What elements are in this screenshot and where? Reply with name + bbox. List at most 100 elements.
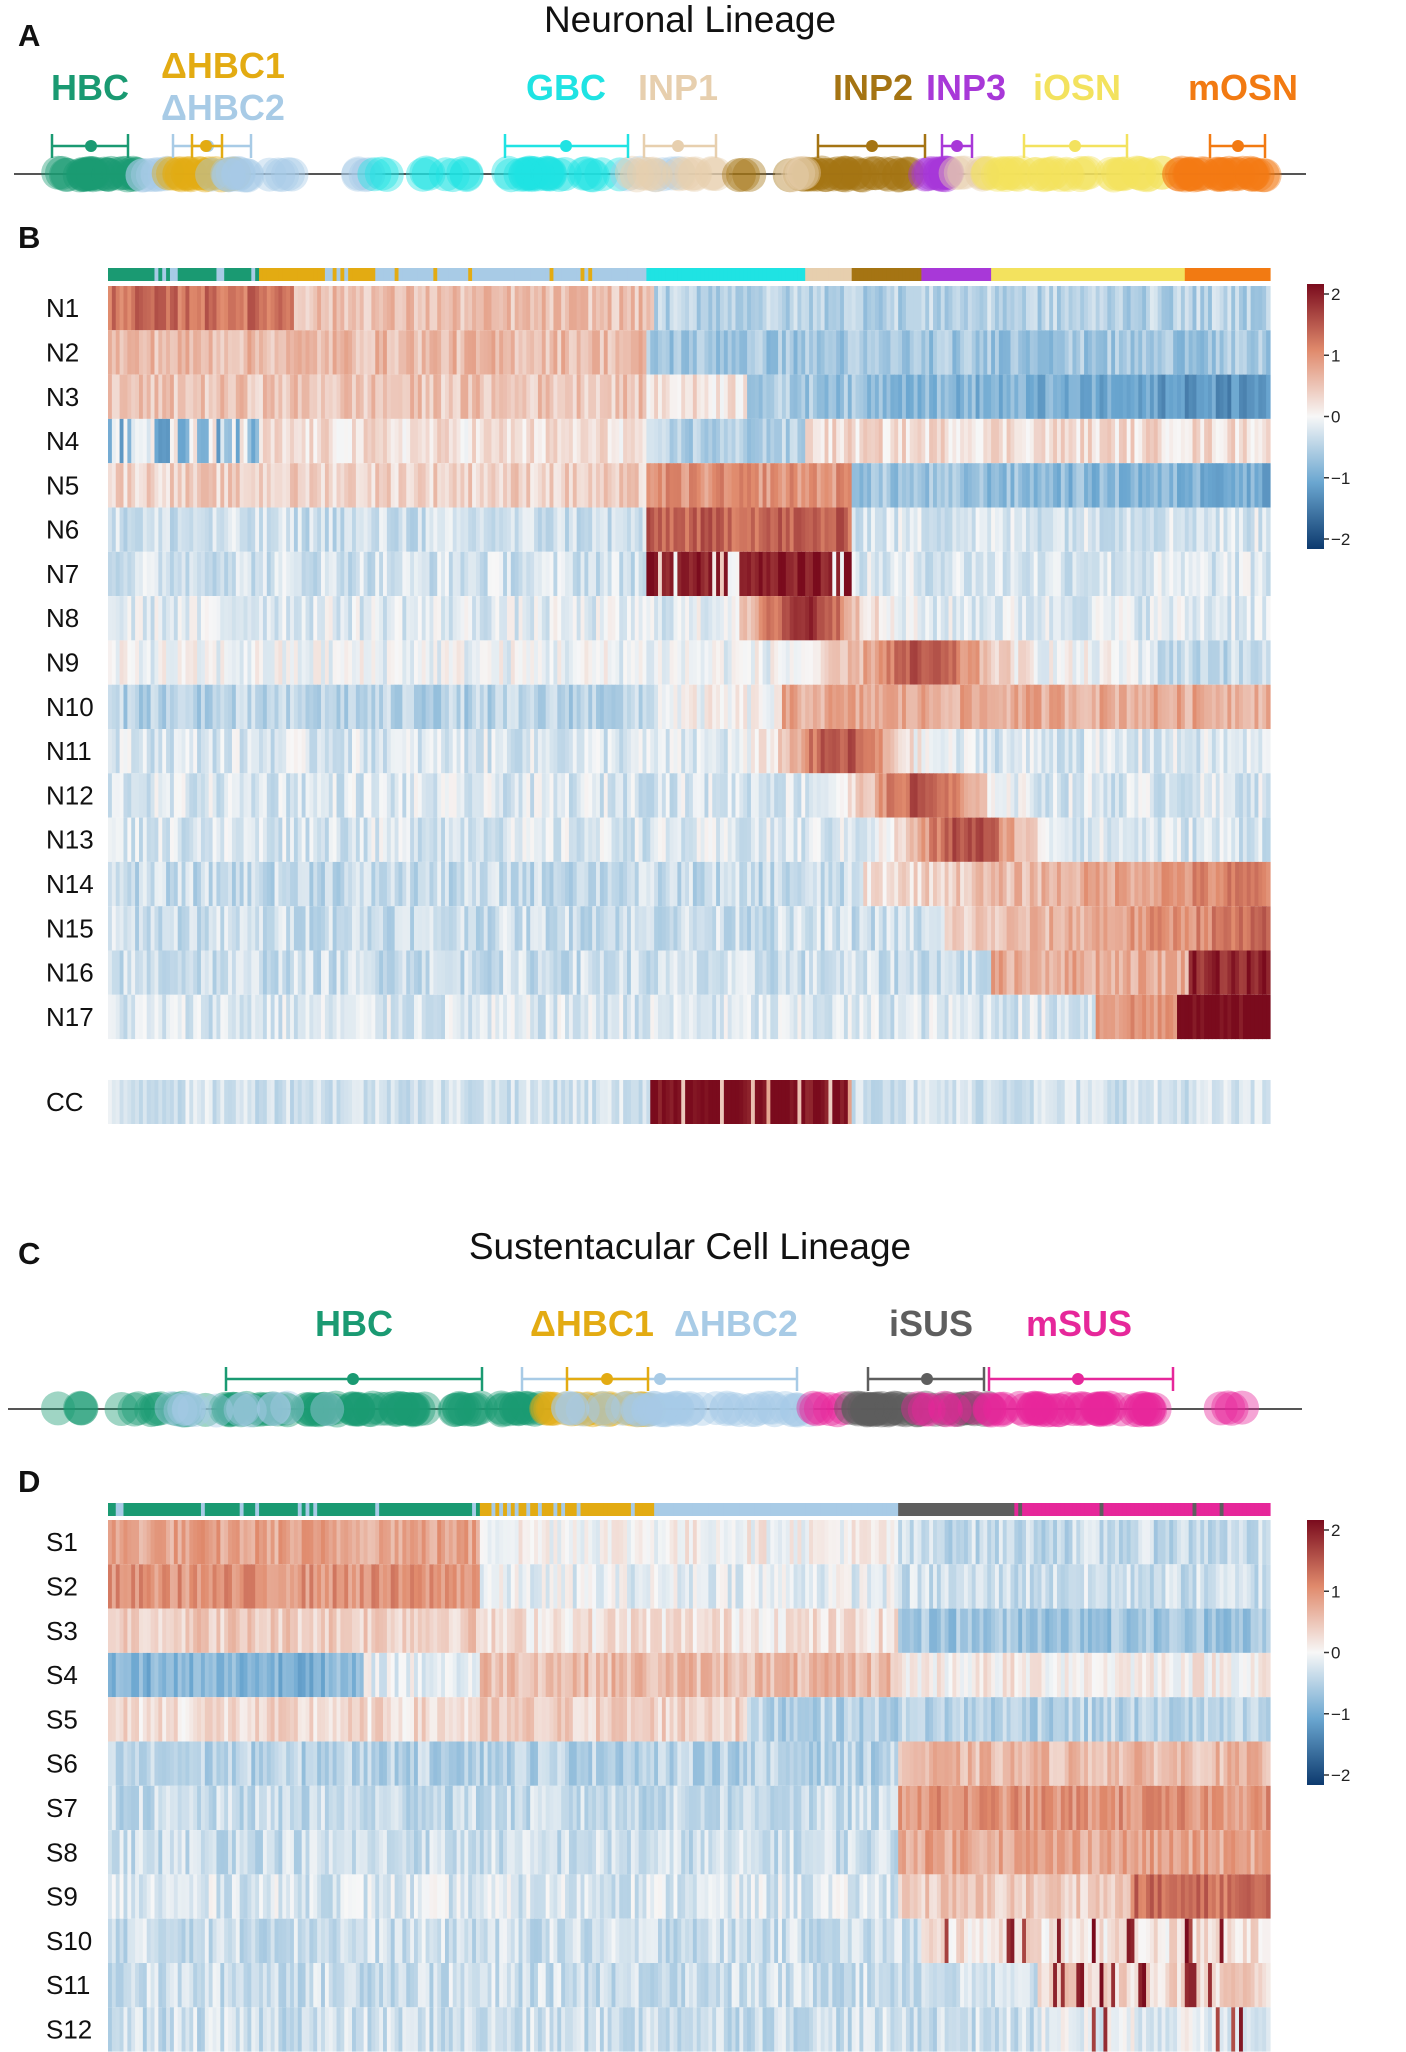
heatmap-cell <box>510 374 516 419</box>
annotation-cell <box>1080 268 1085 281</box>
heatmap-cell <box>708 684 713 729</box>
heatmap-cell <box>987 551 992 597</box>
heatmap-cell <box>584 418 589 464</box>
heatmap-cell <box>1029 640 1035 685</box>
heatmap-cell <box>1254 640 1259 685</box>
heatmap-cell <box>1246 330 1252 375</box>
heatmap-cell <box>549 463 555 508</box>
heatmap-cell <box>1060 729 1066 774</box>
annotation-cell <box>1049 268 1054 281</box>
heatmap-cell <box>216 418 221 464</box>
heatmap-cell <box>1115 729 1120 774</box>
heatmap-cell <box>1072 861 1077 907</box>
cell-dot <box>623 155 658 190</box>
heatmap-cell <box>1235 817 1240 862</box>
heatmap-cell <box>328 374 334 419</box>
heatmap-cell <box>332 286 338 331</box>
heatmap-cell <box>898 463 903 508</box>
heatmap-cell <box>208 551 214 597</box>
annotation-cell <box>964 268 969 281</box>
heatmap-cell <box>1169 817 1174 862</box>
heatmap-cell <box>495 684 500 729</box>
annotation-cell <box>514 268 520 281</box>
heatmap-cell <box>1246 463 1252 508</box>
heatmap-cell <box>584 684 589 729</box>
heatmap-cell <box>231 906 237 951</box>
heatmap-cell <box>309 551 314 597</box>
annotation-cell <box>774 268 779 281</box>
heatmap-cell <box>1103 861 1108 907</box>
heatmap-cell <box>936 684 942 729</box>
heatmap-cell <box>448 684 454 729</box>
heatmap-cell <box>274 463 280 508</box>
heatmap-cell <box>1080 596 1085 641</box>
heatmap-cell <box>580 330 586 375</box>
cell-dot <box>91 157 126 192</box>
heatmap-cell <box>1262 640 1267 685</box>
heatmap-cell <box>1223 684 1228 729</box>
heatmap-cell <box>1180 286 1186 331</box>
heatmap-cell <box>557 286 562 331</box>
heatmap-cell <box>1165 330 1170 375</box>
heatmap-cell <box>1045 817 1050 862</box>
annotation-cell <box>309 268 314 281</box>
heatmap-cell <box>1041 596 1046 641</box>
cell-dot <box>229 158 264 192</box>
heatmap-cell <box>630 330 636 375</box>
heatmap-cell <box>944 330 950 375</box>
heatmap-cell <box>1196 418 1201 464</box>
heatmap-cell <box>522 596 527 641</box>
heatmap-cell <box>1006 773 1012 818</box>
heatmap-cell <box>770 463 775 508</box>
heatmap-cell <box>719 374 725 419</box>
heatmap-cell <box>634 596 640 641</box>
heatmap-cell <box>255 773 260 818</box>
row-label-n14: N14 <box>46 869 94 899</box>
heatmap-cell <box>816 861 822 907</box>
heatmap-cell <box>704 684 709 729</box>
heatmap-cell <box>266 507 272 552</box>
heatmap-cell <box>878 330 884 375</box>
heatmap-cell <box>983 773 988 818</box>
cell-dot <box>70 157 105 192</box>
annotation-cell <box>1231 268 1236 281</box>
heatmap-cell <box>158 418 163 464</box>
heatmap-cell <box>809 330 814 375</box>
heatmap-cell <box>1087 330 1093 375</box>
heatmap-cell <box>719 463 725 508</box>
heatmap-cell <box>1068 596 1074 641</box>
bracket-hbc <box>50 134 130 158</box>
heatmap-cell <box>534 684 539 729</box>
heatmap-cell <box>696 817 702 862</box>
heatmap-cell <box>185 817 190 862</box>
annotation-cell <box>212 268 218 281</box>
heatmap-cell <box>770 729 775 774</box>
annotation-cell <box>200 268 206 281</box>
heatmap-cell <box>390 729 396 774</box>
heatmap-cell <box>743 861 748 907</box>
heatmap-cell <box>557 817 562 862</box>
cell-dot <box>1207 157 1242 192</box>
heatmap-cell <box>468 817 473 862</box>
heatmap-cell <box>375 906 380 951</box>
heatmap-cell <box>177 729 183 774</box>
heatmap-cell <box>638 286 644 331</box>
heatmap-cell <box>135 463 140 508</box>
heatmap-cell <box>689 551 694 597</box>
heatmap-cell <box>1161 330 1167 375</box>
cell-dot <box>1049 156 1084 191</box>
cell-dot <box>964 155 999 190</box>
heatmap-cell <box>495 596 500 641</box>
heatmap-cell <box>1045 596 1050 641</box>
annotation-cell <box>1060 268 1066 281</box>
heatmap-cell <box>290 374 295 419</box>
heatmap-cell <box>1049 640 1054 685</box>
heatmap-cell <box>321 330 326 375</box>
heatmap-cell <box>936 507 942 552</box>
heatmap-cell <box>1219 773 1225 818</box>
heatmap-cell <box>1215 551 1221 597</box>
heatmap-cell <box>119 729 125 774</box>
heatmap-cell <box>518 374 524 419</box>
heatmap-cell <box>503 861 508 907</box>
heatmap-cell <box>553 551 558 597</box>
